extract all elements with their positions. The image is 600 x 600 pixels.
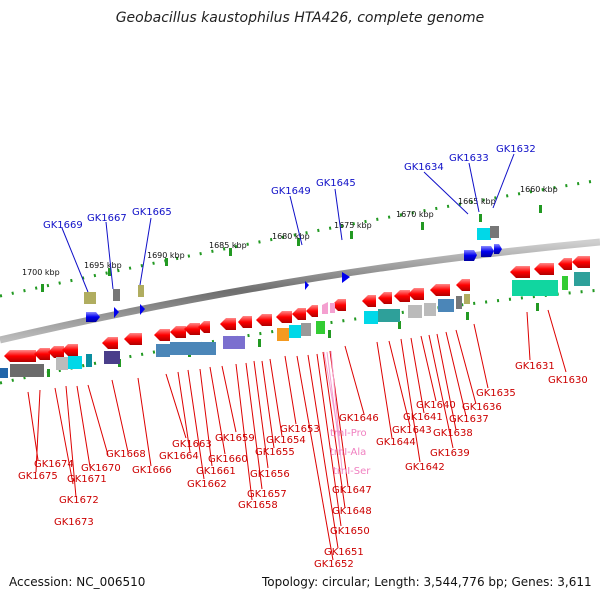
- gene-label: GK1667: [87, 213, 127, 224]
- gene-label: GK1653: [280, 424, 320, 435]
- map-title: Geobacillus kaustophilus HTA426, complet…: [116, 10, 485, 26]
- gene-label: GK1663: [172, 439, 212, 450]
- gene-label: GK1647: [332, 485, 372, 496]
- gene-label: GK1656: [250, 469, 290, 480]
- gene-label: GK1673: [54, 517, 94, 528]
- gene-label: GK1630: [548, 375, 588, 386]
- rna-label: trnI-Ser: [333, 466, 371, 477]
- gene-label: GK1662: [187, 479, 227, 490]
- gene-label: GK1631: [515, 361, 555, 372]
- gene-label: GK1641: [403, 412, 443, 423]
- scale-label: 1690 kbp: [147, 251, 185, 260]
- gene-label: GK1645: [316, 178, 356, 189]
- gene-label: GK1635: [476, 388, 516, 399]
- gene-label: GK1643: [392, 425, 432, 436]
- gene-label: GK1633: [449, 153, 489, 164]
- gene-label: GK1664: [159, 451, 199, 462]
- inner-scale-track: [0, 288, 600, 385]
- gene-label: GK1666: [132, 465, 172, 476]
- upper-leader-lines: [61, 153, 515, 293]
- gene-label: GK1640: [416, 400, 456, 411]
- gene-label: GK1657: [247, 489, 287, 500]
- gene-label: GK1672: [59, 495, 99, 506]
- gene-label: GK1646: [339, 413, 379, 424]
- lower-leader-lines: [27, 309, 567, 561]
- gene-label: GK1654: [266, 435, 306, 446]
- gene-label: GK1634: [404, 162, 444, 173]
- scale-label: 1670 kbp: [396, 210, 434, 219]
- gene-label: GK1675: [18, 471, 58, 482]
- gene-label: GK1660: [208, 454, 248, 465]
- scale-label: 1700 kbp: [22, 268, 60, 277]
- gene-label: GK1651: [324, 547, 364, 558]
- gene-label: GK1632: [496, 144, 536, 155]
- accession-text: Accession: NC_006510: [9, 575, 146, 589]
- gene-label: GK1652: [314, 559, 354, 570]
- scale-label: 1660 kbp: [520, 185, 558, 194]
- gene-label: GK1655: [255, 447, 295, 458]
- scale-label: 1675 kbp: [334, 221, 372, 230]
- gene-label: GK1637: [449, 414, 489, 425]
- rna-labels: trnI-Pro trnI-Ala trnI-Ser: [330, 428, 371, 477]
- gene-label: GK1665: [132, 207, 172, 218]
- rna-leader-lines: [323, 350, 343, 471]
- scale-label: 1680 kbp: [272, 232, 310, 241]
- scale-label: 1695 kbp: [84, 261, 122, 270]
- gene-label: GK1674: [34, 459, 74, 470]
- inner-feature-blocks: [0, 272, 590, 378]
- outer-scale-track: [0, 178, 600, 298]
- genome-backbone: [0, 238, 600, 344]
- reverse-gene-arrows: [4, 256, 590, 362]
- gene-label: GK1658: [238, 500, 278, 511]
- gene-label: GK1661: [196, 466, 236, 477]
- gene-label: GK1649: [271, 186, 311, 197]
- gene-label: GK1671: [67, 474, 107, 485]
- gene-label: GK1648: [332, 506, 372, 517]
- upper-gene-labels: GK1669 GK1667 GK1665 GK1649 GK1645 GK163…: [43, 144, 536, 231]
- rna-label: trnI-Ala: [330, 447, 366, 458]
- gene-label: GK1669: [43, 220, 83, 231]
- gene-label: GK1636: [462, 402, 502, 413]
- gene-label: GK1659: [215, 433, 255, 444]
- gene-label: GK1668: [106, 449, 146, 460]
- gene-label: GK1639: [430, 448, 470, 459]
- rna-label: trnI-Pro: [330, 428, 367, 439]
- gene-label: GK1670: [81, 463, 121, 474]
- lower-gene-labels: GK1674 GK1675 GK1670 GK1671 GK1672 GK167…: [18, 361, 588, 570]
- scale-label: 1685 kbp: [209, 241, 247, 250]
- rna-features: [322, 302, 335, 314]
- upper-feature-blocks: [84, 226, 502, 322]
- gene-label: GK1642: [405, 462, 445, 473]
- gene-label: GK1638: [433, 428, 473, 439]
- gene-label: GK1644: [376, 437, 416, 448]
- topology-text: Topology: circular; Length: 3,544,776 bp…: [262, 575, 592, 589]
- gene-label: GK1650: [330, 526, 370, 537]
